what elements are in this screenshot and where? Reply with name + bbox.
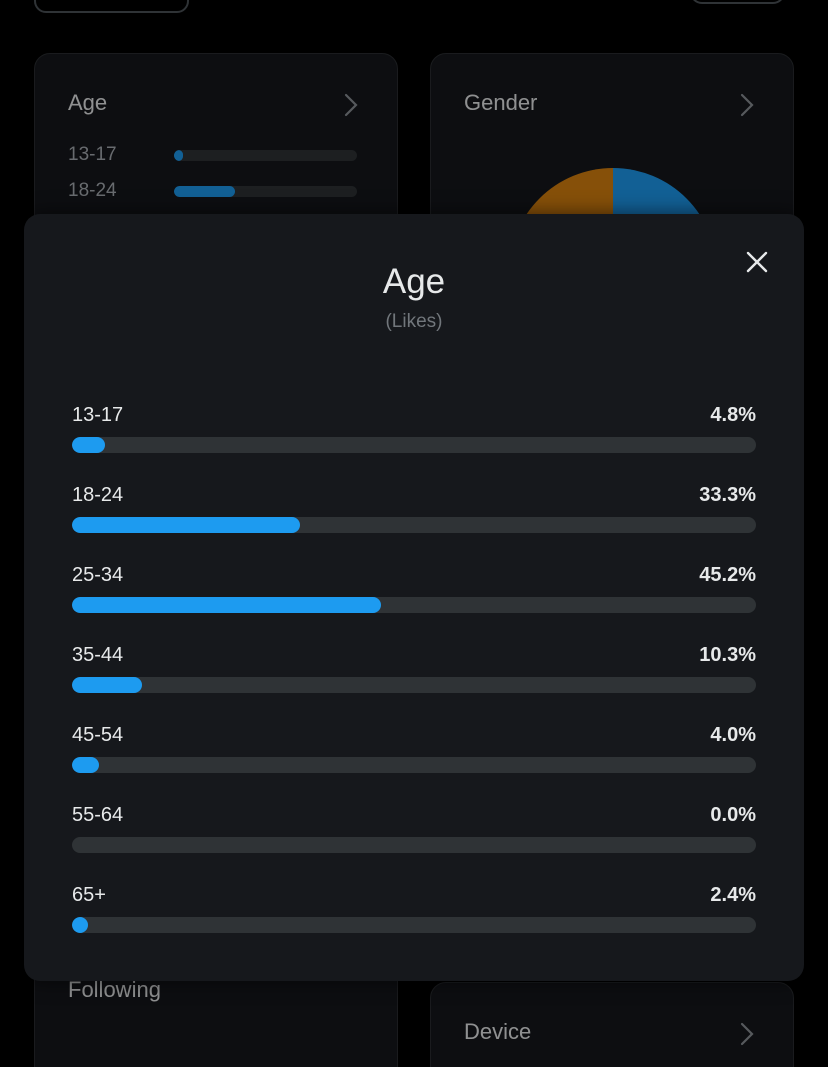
- progress-fill: [72, 757, 100, 773]
- top-left-pill[interactable]: [34, 0, 189, 13]
- progress-track: [72, 757, 756, 773]
- age-range-label: 25-34: [72, 564, 124, 586]
- top-right-pill[interactable]: [690, 0, 785, 4]
- age-row: 55-64 0.0%: [72, 804, 756, 884]
- age-range-label: 55-64: [72, 804, 124, 826]
- following-card-title: Following: [68, 977, 161, 1002]
- progress-track: [72, 437, 756, 453]
- age-card-title: Age: [68, 90, 108, 115]
- age-percent-value: 0.0%: [710, 804, 756, 826]
- progress-track: [72, 517, 756, 533]
- age-range-label: 45-54: [72, 724, 124, 746]
- device-card-title: Device: [464, 1019, 532, 1044]
- progress-fill: [72, 437, 105, 453]
- progress-track: [72, 597, 756, 613]
- age-modal: Age (Likes) 13-17 4.8% 18-24 33.3% 25-34…: [24, 214, 804, 981]
- age-percent-value: 33.3%: [699, 484, 756, 506]
- age-range-label: 35-44: [72, 644, 124, 666]
- age-card-track: [174, 186, 357, 197]
- chevron-right-icon: [343, 92, 359, 118]
- age-range-label: 65+: [72, 884, 106, 906]
- modal-title: Age: [382, 262, 446, 301]
- gender-card-title: Gender: [464, 90, 538, 115]
- age-row: 45-54 4.0%: [72, 724, 756, 804]
- progress-fill: [72, 597, 382, 613]
- age-range-label: 13-17: [72, 404, 124, 426]
- age-row: 13-17 4.8%: [72, 404, 756, 484]
- chevron-right-icon: [739, 1021, 755, 1047]
- progress-fill: [72, 517, 300, 533]
- progress-track: [72, 677, 756, 693]
- age-percent-value: 2.4%: [710, 884, 756, 906]
- age-distribution-list: 13-17 4.8% 18-24 33.3% 25-34 45.2% 35-44…: [72, 404, 756, 964]
- age-card-row-label: 13-17: [68, 144, 117, 165]
- age-row: 25-34 45.2%: [72, 564, 756, 644]
- age-row: 65+ 2.4%: [72, 884, 756, 964]
- chevron-right-icon: [739, 92, 755, 118]
- age-percent-value: 10.3%: [699, 644, 756, 666]
- device-card[interactable]: Device: [430, 982, 794, 1067]
- age-percent-value: 4.8%: [710, 404, 756, 426]
- progress-track: [72, 917, 756, 933]
- close-icon: [746, 251, 768, 273]
- modal-subtitle: (Likes): [385, 311, 443, 332]
- age-card-row-label: 18-24: [68, 180, 117, 201]
- age-row: 35-44 10.3%: [72, 644, 756, 724]
- age-range-label: 18-24: [72, 484, 124, 506]
- progress-fill: [72, 917, 89, 933]
- close-button[interactable]: [739, 244, 775, 280]
- age-card-fill: [174, 150, 183, 161]
- age-percent-value: 45.2%: [699, 564, 756, 586]
- age-row: 18-24 33.3%: [72, 484, 756, 564]
- age-percent-value: 4.0%: [710, 724, 756, 746]
- age-card-fill: [174, 186, 235, 197]
- age-card-track: [174, 150, 357, 161]
- progress-track: [72, 837, 756, 853]
- progress-fill: [72, 677, 143, 693]
